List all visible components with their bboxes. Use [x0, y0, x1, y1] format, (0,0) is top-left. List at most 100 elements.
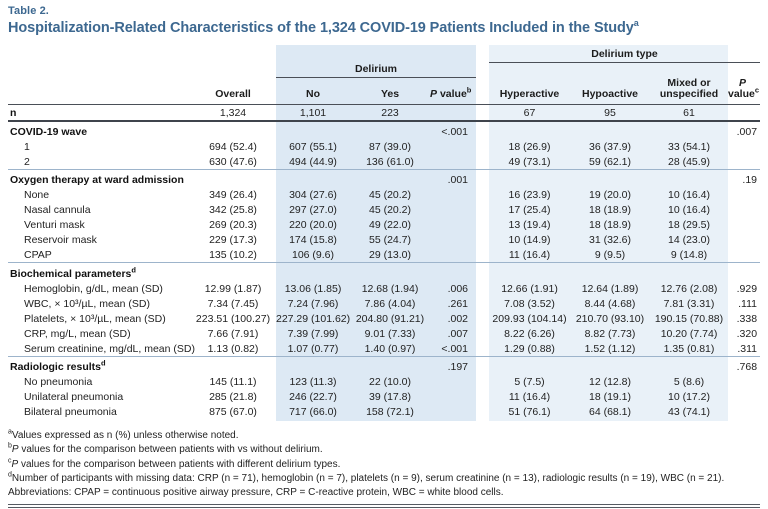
spacer-cell [476, 389, 489, 404]
footnote-marker: d [131, 265, 136, 274]
section-row: Radiologic resultsd .197 .768 [8, 355, 761, 374]
table-row: n 1,324 1,101 223 67 95 61 [8, 104, 760, 121]
cell-no: 7.39 (7.99) [287, 327, 339, 340]
cell-p-value-type [728, 139, 760, 154]
column-header-yes: Yes [350, 77, 430, 105]
footnote-line: dNumber of participants with missing dat… [8, 471, 725, 484]
cell-hyperactive: 1.29 (0.88) [504, 342, 555, 355]
cell-hypoactive [570, 355, 650, 374]
cell-no: 246 (22.7) [289, 391, 337, 403]
spacer-cell [476, 119, 489, 139]
cell-p-value-delirium [430, 202, 476, 217]
row-label: WBC, × 10³/µL, mean (SD) [24, 297, 150, 310]
row-label: Reservoir mask [24, 234, 97, 246]
cell-hyperactive [489, 119, 570, 139]
cell-p-value-delirium [430, 232, 476, 247]
cell-p-value-delirium: .002 [447, 312, 468, 325]
cell-hypoactive [570, 168, 650, 187]
table-row: 1 694 (52.4) 607 (55.1) 87 (39.0) 18 (26.9) 3… [8, 139, 760, 154]
cell-mixed-unspecified [650, 355, 728, 374]
column-header-row: Overall No Yes P valueb Hyperactive Hypo… [8, 77, 761, 105]
cell-hypoactive: 12 (12.8) [588, 376, 632, 388]
footnote-line: cP values for the comparison between pat… [8, 457, 341, 470]
cell-mixed-unspecified: 18 (29.5) [667, 219, 711, 231]
cell-hyperactive: 16 (23.9) [508, 189, 551, 201]
cell-p-value-type [728, 389, 760, 404]
row-label: Hemoglobin, g/dL, mean (SD) [24, 282, 163, 295]
cell-p-value-delirium [430, 404, 476, 419]
spanner-row-delirium: Delirium [8, 62, 760, 78]
cell-mixed-unspecified: 5 (8.6) [673, 376, 705, 388]
cell-overall: 694 (52.4) [209, 140, 257, 153]
cell-overall: 1,324 [219, 106, 247, 119]
cell-yes: 22 (10.0) [368, 376, 412, 388]
cell-hyperactive: 11 (16.4) [508, 249, 551, 261]
table-row: Hemoglobin, g/dL, mean (SD) 12.99 (1.87) 1… [8, 281, 760, 296]
cell-no: 174 (15.8) [289, 234, 337, 246]
cell-p-value-delirium: <.001 [430, 119, 476, 139]
cell-yes: 39 (17.8) [368, 391, 412, 403]
cell-hyperactive [489, 262, 570, 281]
row-label: No pneumonia [24, 376, 93, 388]
cell-no: 607 (55.1) [289, 140, 337, 153]
row-label: Platelets, × 10³/µL, mean (SD) [24, 312, 166, 325]
cell-mixed-unspecified: 190.15 (70.88) [654, 312, 724, 325]
cell-p-value-type: .19 [728, 168, 761, 187]
cell-yes: 1.40 (0.97) [364, 342, 416, 355]
row-label: None [24, 189, 50, 201]
cell-p-value-type [728, 104, 760, 121]
title-text: Hospitalization-Related Characteristics … [8, 20, 634, 36]
cell-yes: 29 (13.0) [368, 249, 412, 261]
cell-hypoactive: 8.82 (7.73) [584, 327, 636, 340]
cell-no: 13.06 (1.85) [284, 282, 342, 295]
cell-overall: 349 (26.4) [209, 189, 257, 201]
cell-no [276, 262, 350, 281]
row-label: CRP, mg/L, mean (SD) [24, 327, 131, 340]
cell-hypoactive: 9 (9.5) [594, 249, 626, 261]
cell-no [276, 355, 350, 374]
cell-hyperactive: 11 (16.4) [508, 391, 551, 403]
cell-p-value-delirium: .001 [430, 168, 476, 187]
cell-overall: 223.51 (100.27) [195, 312, 271, 325]
cell-overall: 12.99 (1.87) [204, 282, 262, 295]
footnote-marker: a [8, 428, 12, 436]
cell-no: 304 (27.6) [289, 189, 337, 201]
row-label: 1 [24, 140, 30, 153]
cell-mixed-unspecified: 61 [683, 106, 695, 119]
table-row: Venturi mask 269 (20.3) 220 (20.0) 49 (22.0… [8, 217, 760, 232]
cell-yes: 49 (22.0) [368, 219, 412, 231]
cell-p-value-type: .320 [736, 327, 758, 340]
cell-hypoactive: 18 (18.9) [588, 204, 632, 216]
cell-p-value-delirium: .006 [447, 282, 468, 295]
cell-overall [190, 262, 276, 281]
cell-p-value-type: .768 [728, 355, 761, 374]
cell-p-value-type: .338 [736, 312, 758, 325]
cell-hyperactive: 7.08 (3.52) [504, 297, 555, 310]
cell-hypoactive: 18 (18.9) [588, 219, 632, 231]
cell-p-value-delirium [430, 247, 476, 263]
delirium-type-spanner: Delirium type [489, 43, 761, 63]
cell-yes: 12.68 (1.94) [361, 282, 419, 295]
spacer-cell [8, 43, 489, 62]
cell-hypoactive: 19 (20.0) [588, 189, 632, 201]
row-label: CPAP [24, 249, 52, 261]
table-row: Platelets, × 10³/µL, mean (SD) 223.51 (10… [8, 311, 760, 326]
cell-yes: 45 (20.2) [368, 189, 412, 201]
cell-no: 1,101 [299, 106, 327, 119]
cell-no: 494 (44.9) [289, 155, 337, 168]
cell-overall [190, 168, 276, 187]
cell-hypoactive [570, 119, 650, 139]
cell-hyperactive [489, 355, 570, 374]
table-end-rule [8, 504, 760, 509]
characteristics-table: Delirium type Delirium Overall No Yes P … [8, 43, 761, 419]
cell-yes: 87 (39.0) [368, 140, 412, 153]
table-row: Nasal cannula 342 (25.8) 297 (27.0) 45 (20.… [8, 202, 760, 217]
cell-yes: 158 (72.1) [366, 406, 414, 418]
cell-yes: 223 [381, 106, 399, 119]
cell-p-value-delirium [430, 154, 476, 170]
cell-yes [350, 119, 430, 139]
cell-hyperactive: 51 (76.1) [508, 406, 551, 418]
cell-no: 227.29 (101.62) [276, 312, 351, 325]
